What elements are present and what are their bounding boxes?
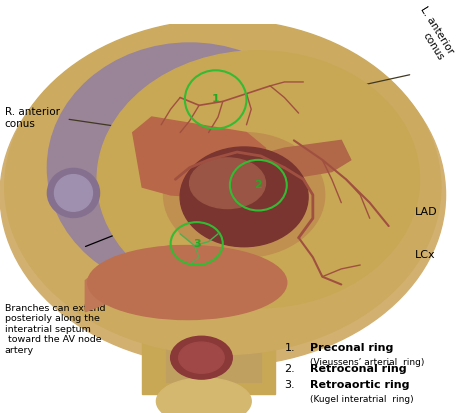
Ellipse shape	[190, 158, 265, 209]
Ellipse shape	[47, 43, 332, 292]
Text: 2.: 2.	[284, 364, 295, 374]
Ellipse shape	[180, 147, 308, 247]
Text: LA: LA	[182, 276, 198, 289]
Ellipse shape	[171, 336, 232, 379]
Polygon shape	[142, 304, 275, 394]
Text: Retroaortic ring: Retroaortic ring	[310, 380, 410, 390]
Ellipse shape	[0, 24, 446, 366]
Text: 3.: 3.	[284, 380, 295, 390]
Ellipse shape	[97, 51, 419, 308]
Polygon shape	[85, 246, 246, 312]
Ellipse shape	[5, 20, 441, 355]
Ellipse shape	[88, 246, 287, 320]
Text: conus: conus	[198, 140, 233, 153]
Text: 1: 1	[212, 95, 219, 104]
Polygon shape	[256, 140, 351, 187]
Text: DA: DA	[193, 350, 210, 363]
Ellipse shape	[156, 378, 251, 413]
Text: L. anterior
conus: L. anterior conus	[408, 5, 455, 62]
Text: (Vieussens’ arterial  ring): (Vieussens’ arterial ring)	[310, 358, 425, 368]
Text: Retroconal ring: Retroconal ring	[310, 364, 407, 374]
Text: LCx: LCx	[415, 250, 436, 260]
Ellipse shape	[47, 169, 100, 218]
Text: 3: 3	[193, 239, 201, 249]
Text: LAD: LAD	[415, 207, 438, 217]
Text: 2: 2	[255, 180, 262, 190]
Ellipse shape	[179, 342, 224, 373]
Text: Branches can extend
posterioly along the
interatrial septum
 toward the AV node
: Branches can extend posterioly along the…	[5, 304, 105, 354]
Text: AA: AA	[236, 194, 253, 207]
Polygon shape	[133, 117, 265, 199]
Text: Preconal ring: Preconal ring	[310, 343, 394, 353]
Ellipse shape	[55, 175, 92, 211]
Text: 1.: 1.	[284, 343, 295, 353]
Text: SVC: SVC	[62, 188, 85, 198]
Text: RCA: RCA	[193, 167, 219, 180]
Polygon shape	[166, 296, 261, 382]
Text: R. anterior
conus: R. anterior conus	[5, 107, 60, 129]
Ellipse shape	[164, 133, 325, 257]
Text: (Kugel interatrial  ring): (Kugel interatrial ring)	[310, 395, 414, 404]
